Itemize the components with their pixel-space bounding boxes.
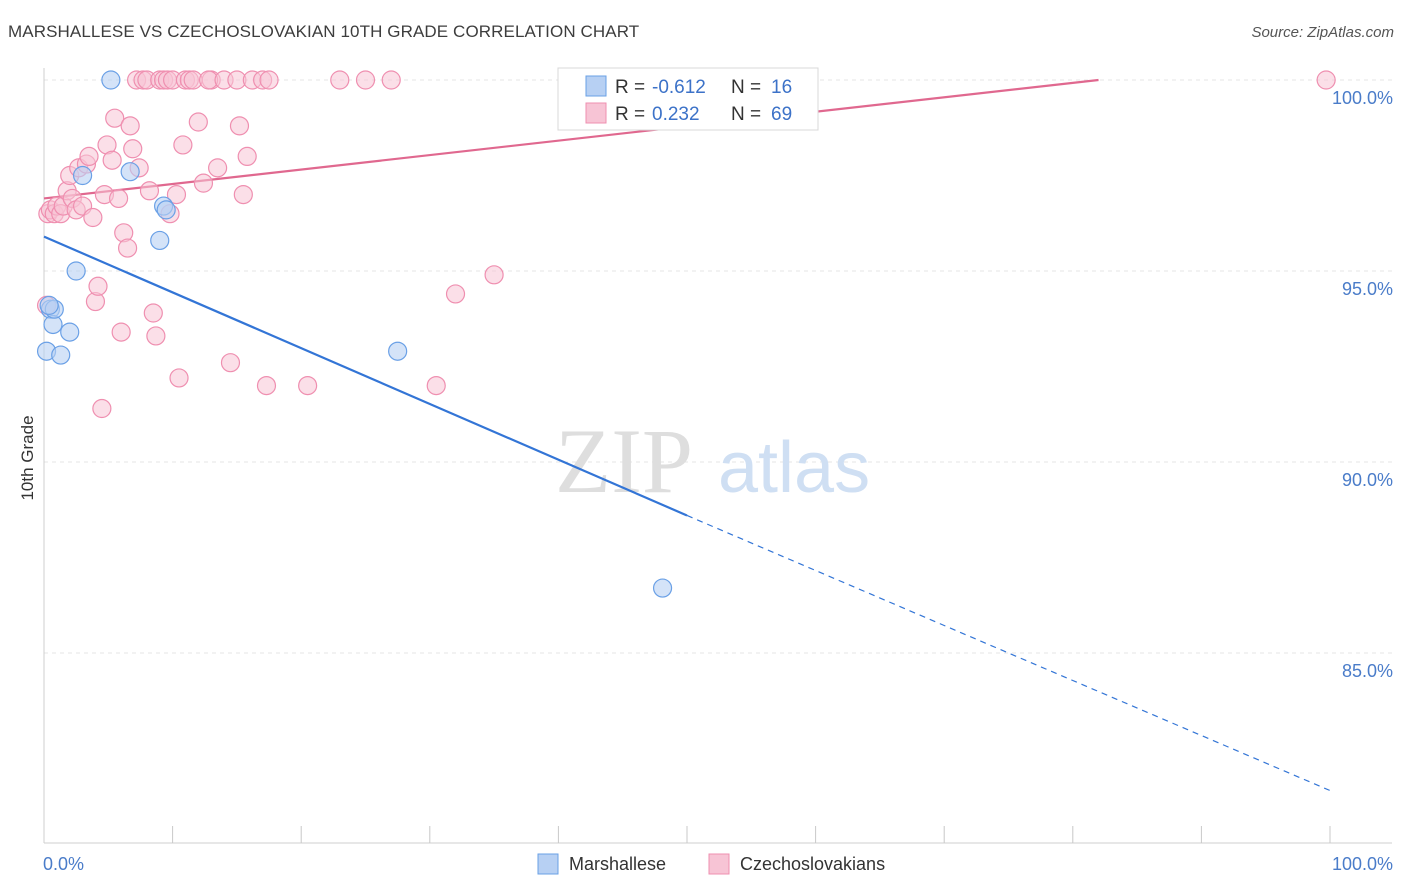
- tick-labels: 100.0% 95.0% 90.0% 85.0% 0.0% 100.0%: [43, 88, 1393, 874]
- point-czechoslovakians: [102, 150, 122, 170]
- stats-n-value: 69: [771, 104, 792, 125]
- point-marshallese: [120, 162, 140, 182]
- point-czechoslovakians: [355, 70, 376, 90]
- point-marshallese: [72, 165, 93, 186]
- point-czechoslovakians: [229, 116, 250, 136]
- stats-r-value: 0.232: [652, 104, 700, 125]
- y-axis-title: 10th Grade: [18, 415, 37, 500]
- stats-n-label: N =: [731, 77, 761, 98]
- y-tick-label: 100.0%: [1332, 88, 1393, 108]
- stats-n-value: 16: [771, 77, 792, 98]
- x-tick-label-min: 0.0%: [43, 854, 84, 874]
- legend-swatch-czechoslovakians: [708, 853, 730, 875]
- point-czechoslovakians: [484, 265, 504, 285]
- legend-label-czechoslovakians: Czechoslovakians: [740, 854, 885, 874]
- gridlines: [44, 79, 1392, 654]
- legend-label-marshallese: Marshallese: [569, 854, 666, 874]
- trend-line-czechoslovakians: [43, 78, 1099, 200]
- point-czechoslovakians: [166, 185, 187, 205]
- axes: [43, 68, 1392, 844]
- watermark: ZIP atlas: [555, 410, 870, 512]
- point-czechoslovakians: [259, 70, 279, 90]
- stats-legend-box: R = -0.612 N = 16 R = 0.232 N = 69: [557, 67, 819, 131]
- point-czechoslovakians: [237, 146, 257, 166]
- series-legend: Marshallese Czechoslovakians: [537, 853, 885, 875]
- point-marshallese: [388, 341, 408, 361]
- point-czechoslovakians: [445, 284, 466, 304]
- legend-swatch-marshallese: [537, 853, 559, 875]
- point-czechoslovakians: [123, 139, 143, 159]
- point-czechoslovakians: [330, 70, 350, 90]
- point-czechoslovakians: [88, 276, 108, 296]
- point-czechoslovakians: [169, 368, 189, 388]
- y-axis-label: 10th Grade: [18, 415, 37, 500]
- point-czechoslovakians: [117, 238, 138, 258]
- point-czechoslovakians: [120, 116, 140, 136]
- point-marshallese: [66, 261, 86, 281]
- x-tick-label-max: 100.0%: [1332, 854, 1393, 874]
- point-czechoslovakians: [105, 108, 125, 128]
- point-marshallese: [39, 295, 59, 315]
- stats-r-label: R =: [615, 77, 645, 98]
- stats-r-value: -0.612: [652, 77, 706, 98]
- chart-title: MARSHALLESE VS CZECHOSLOVAKIAN 10TH GRAD…: [8, 22, 640, 41]
- y-tick-label: 95.0%: [1342, 279, 1393, 299]
- point-czechoslovakians: [143, 303, 163, 323]
- point-czechoslovakians: [256, 376, 277, 396]
- y-tick-label: 90.0%: [1342, 470, 1393, 490]
- point-czechoslovakians: [83, 207, 103, 228]
- data-points: [36, 70, 1336, 598]
- point-marshallese: [51, 345, 71, 365]
- watermark-atlas: atlas: [718, 428, 870, 508]
- point-czechoslovakians: [208, 158, 228, 178]
- point-czechoslovakians: [188, 112, 208, 132]
- point-czechoslovakians: [79, 146, 99, 166]
- trend-line-marshallese: [43, 235, 688, 517]
- point-czechoslovakians: [298, 376, 318, 396]
- point-czechoslovakians: [146, 326, 166, 346]
- point-marshallese: [101, 70, 121, 90]
- point-czechoslovakians: [139, 181, 160, 201]
- point-czechoslovakians: [108, 188, 129, 209]
- y-tick-label: 85.0%: [1342, 661, 1393, 681]
- point-czechoslovakians: [193, 173, 214, 193]
- point-czechoslovakians: [92, 398, 112, 419]
- point-czechoslovakians: [1316, 70, 1336, 90]
- point-czechoslovakians: [111, 322, 131, 342]
- point-czechoslovakians: [426, 376, 446, 396]
- point-czechoslovakians: [173, 135, 193, 155]
- source-credit: Source: ZipAtlas.com: [1251, 24, 1394, 41]
- point-czechoslovakians: [233, 185, 253, 205]
- stats-r-label: R =: [615, 104, 645, 125]
- point-czechoslovakians: [220, 353, 241, 373]
- point-marshallese: [60, 322, 80, 342]
- stats-swatch-czechoslovakians: [585, 102, 607, 124]
- point-marshallese: [652, 578, 673, 598]
- watermark-zip: ZIP: [555, 410, 693, 512]
- trend-lines: [43, 78, 1331, 792]
- stats-swatch-marshallese: [585, 75, 607, 97]
- point-czechoslovakians: [381, 70, 401, 90]
- stats-n-label: N =: [731, 104, 761, 125]
- point-marshallese: [150, 230, 170, 251]
- point-marshallese: [156, 200, 176, 220]
